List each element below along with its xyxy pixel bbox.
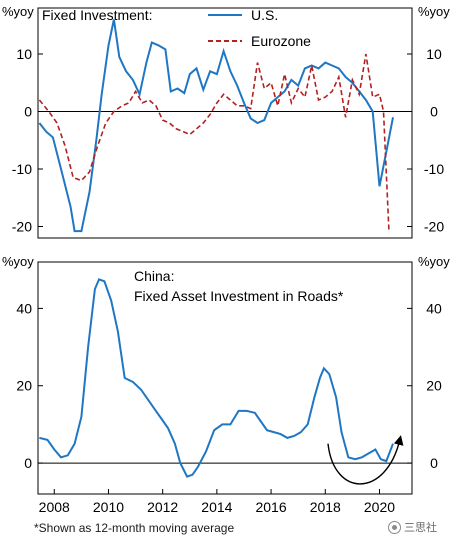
watermark-text: 三思社 — [404, 522, 437, 534]
panel1-right-tick-label: -20 — [424, 219, 444, 235]
recovery-arrow — [327, 435, 404, 485]
panel1-title: Fixed Investment: — [42, 7, 153, 23]
x-tick-label: 2014 — [201, 499, 232, 515]
legend-eurozone: Eurozone — [208, 33, 311, 49]
panel1-left-tick-label: -10 — [12, 161, 32, 177]
legend-us: U.S. — [208, 7, 278, 23]
x-tick-label: 2018 — [310, 499, 341, 515]
series-line-us — [38, 19, 394, 233]
panel2-left-tick-label: 0 — [24, 455, 32, 471]
x-tick-label: 2012 — [147, 499, 178, 515]
panel2-left-ticks: 0 20 40 — [16, 300, 43, 471]
series-line-china-roads — [39, 278, 394, 478]
panel1-right-tick-label: 0 — [430, 104, 438, 120]
x-tick-label: 2008 — [39, 499, 70, 515]
footnote: *Shown as 12-month moving average — [34, 521, 235, 535]
panel2-right-unit: %yoy — [418, 254, 450, 269]
panel2-right-ticks: 0 20 40 — [407, 300, 442, 471]
panel2-right-tick-label: 40 — [426, 300, 442, 316]
x-tick-label: 2016 — [255, 499, 286, 515]
panel2-subtitle: Fixed Asset Investment in Roads* — [134, 288, 344, 304]
panel1-right-tick-label: 10 — [426, 46, 442, 62]
panel1-frame — [37, 7, 413, 239]
watermark: 三思社 — [388, 519, 437, 535]
legend-us-label: U.S. — [251, 7, 278, 23]
panel2-right-tick-label: 0 — [430, 455, 438, 471]
panel2-frame — [37, 261, 413, 495]
watermark-logo-icon — [388, 520, 401, 534]
panel1-left-tick-label: -20 — [12, 219, 32, 235]
panel1-left-unit: %yoy — [2, 4, 34, 19]
panel2-right-tick-label: 20 — [426, 378, 442, 394]
x-tick-label: 2010 — [93, 499, 124, 515]
panel2-left-tick-label: 40 — [16, 300, 32, 316]
x-tick-label: 2020 — [364, 499, 395, 515]
legend-eurozone-label: Eurozone — [251, 33, 311, 49]
panel-fixed-investment: -20 -10 0 10 -20 -10 0 10 %yoy %yoy Fixed Inve… — [2, 4, 450, 239]
series-line-eurozone — [38, 53, 390, 233]
panel-china-roads: 0 20 40 0 20 40 2008 2010 2012 2014 2016 2018 2020… — [2, 254, 450, 515]
panel1-right-tick-label: -10 — [424, 161, 444, 177]
panel1-left-ticks: -20 -10 0 10 — [12, 46, 43, 235]
panel1-right-unit: %yoy — [418, 4, 450, 19]
panel1-left-tick-label: 10 — [16, 46, 32, 62]
panel2-left-unit: %yoy — [2, 254, 34, 269]
panel2-left-tick-label: 20 — [16, 378, 32, 394]
panel2-title: China: — [134, 268, 174, 284]
panel1-left-tick-label: 0 — [24, 104, 32, 120]
panel2-x-ticks: 2008 2010 2012 2014 2016 2018 2020 — [39, 489, 395, 515]
panel1-right-ticks: -20 -10 0 10 — [407, 46, 444, 235]
